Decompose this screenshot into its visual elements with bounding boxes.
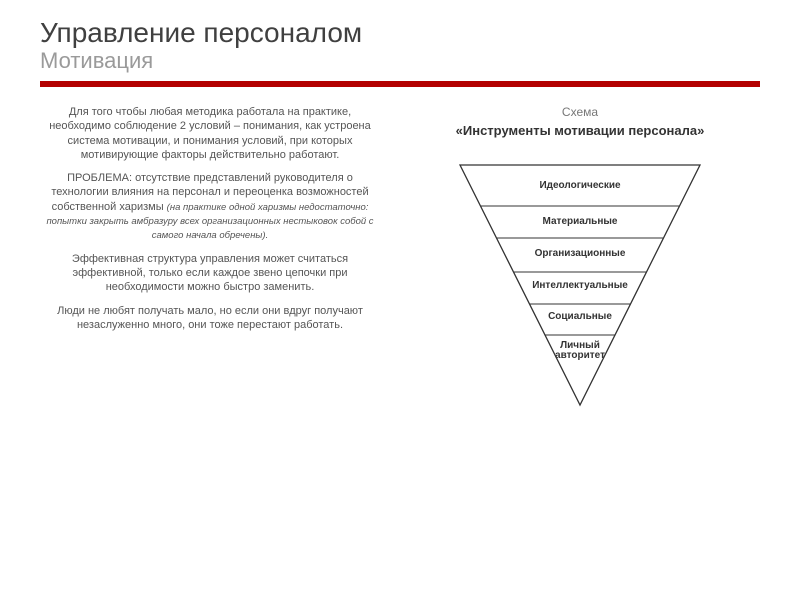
left-column: Для того чтобы любая методика работала н… [40, 105, 400, 410]
paragraph-4: Люди не любят получать мало, но если они… [40, 304, 380, 333]
pyramid-outline [460, 165, 700, 405]
pyramid-diagram: ИдеологическиеМатериальныеОрганизационны… [450, 160, 710, 410]
paragraph-1: Для того чтобы любая методика работала н… [40, 105, 380, 162]
pyramid-svg [450, 160, 710, 410]
paragraph-3: Эффективная структура управления может с… [40, 252, 380, 295]
accent-bar [40, 81, 760, 87]
scheme-label: Схема [400, 105, 760, 119]
page-subtitle: Мотивация [40, 49, 760, 73]
right-column: Схема «Инструменты мотивации персонала» … [400, 105, 760, 410]
content: Для того чтобы любая методика работала н… [0, 105, 800, 410]
page-title: Управление персоналом [40, 18, 760, 49]
paragraph-2: ПРОБЛЕМА: отсутствие представлений руков… [40, 171, 380, 243]
scheme-title: «Инструменты мотивации персонала» [400, 123, 760, 138]
